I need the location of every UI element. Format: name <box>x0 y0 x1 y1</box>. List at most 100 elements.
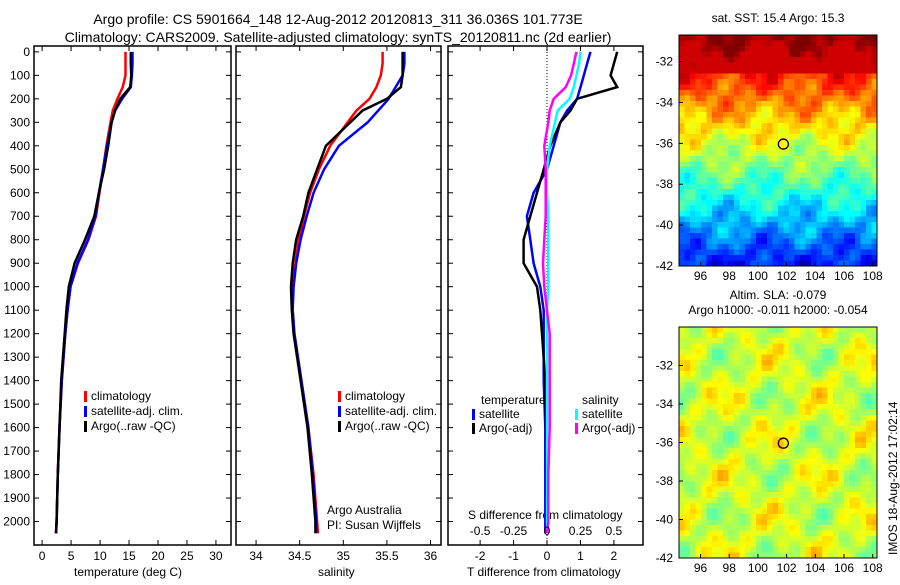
heatmap-cell <box>679 431 685 438</box>
heatmap-cell <box>805 343 812 350</box>
heatmap-cell <box>750 145 757 151</box>
y-tick-label: 900 <box>10 256 30 270</box>
heatmap-cell <box>805 525 812 531</box>
heatmap-cell <box>811 189 817 195</box>
heatmap-cell <box>838 156 845 162</box>
heatmap-cell <box>679 541 685 548</box>
heatmap-cell <box>805 172 812 179</box>
heatmap-cell <box>789 46 795 52</box>
heatmap-cell <box>772 150 779 157</box>
heatmap-cell <box>728 404 735 410</box>
heatmap-cell <box>844 139 850 146</box>
heatmap-cell <box>860 139 867 146</box>
heatmap-cell <box>706 62 713 69</box>
heatmap-cell <box>805 244 812 250</box>
heatmap-cell <box>871 332 877 339</box>
heatmap-cell <box>712 101 718 107</box>
heatmap-cell <box>844 409 850 416</box>
heatmap-cell <box>750 68 757 74</box>
heatmap-cell <box>789 156 795 162</box>
heatmap-cell <box>717 189 724 195</box>
heatmap-cell <box>844 486 850 493</box>
heatmap-cell <box>734 338 740 344</box>
heatmap-cell <box>778 106 784 113</box>
heatmap-cell <box>695 486 702 493</box>
heatmap-cell <box>767 376 773 383</box>
heatmap-cell <box>789 481 795 487</box>
heatmap-cell <box>767 260 773 266</box>
heatmap-cell <box>816 123 823 129</box>
heatmap-cell <box>855 552 861 558</box>
heatmap-cell <box>695 205 702 212</box>
heatmap-cell <box>772 365 779 372</box>
heatmap-cell <box>723 233 729 239</box>
heatmap-cell <box>706 503 713 509</box>
heatmap-cell <box>750 35 757 41</box>
heatmap-cell <box>844 393 850 399</box>
heatmap-cell <box>695 57 702 63</box>
heatmap-cell <box>794 112 801 118</box>
heatmap-cell <box>745 172 751 179</box>
heatmap-cell <box>816 525 823 531</box>
heatmap-cell <box>811 211 817 217</box>
heatmap-cell <box>827 134 834 140</box>
heatmap-cell <box>844 453 850 460</box>
heatmap-cell <box>723 398 729 405</box>
heatmap-cell <box>712 255 718 261</box>
heatmap-cell <box>827 57 834 63</box>
heatmap-cell <box>772 62 779 69</box>
heatmap-cell <box>695 62 702 69</box>
heatmap-cell <box>761 519 768 526</box>
heatmap-cell <box>772 475 779 482</box>
heatmap-cell <box>800 426 806 432</box>
y-tick-label: 800 <box>10 233 30 247</box>
heatmap-cell <box>690 216 696 223</box>
heatmap-cell <box>723 382 729 388</box>
heatmap-cell <box>761 503 768 509</box>
heatmap-cell <box>794 216 801 223</box>
heatmap-cell <box>871 139 877 146</box>
heatmap-cell <box>838 178 845 184</box>
heatmap-cell <box>860 360 867 366</box>
heatmap-cell <box>805 486 812 493</box>
y-tick-label: 0 <box>23 45 30 59</box>
heatmap-cell <box>739 178 746 184</box>
heatmap-cell <box>827 415 834 421</box>
heatmap-cell <box>778 51 784 58</box>
heatmap-cell <box>701 327 707 333</box>
heatmap-cell <box>728 260 735 266</box>
heatmap-cell <box>767 354 773 361</box>
heatmap-cell <box>690 486 696 493</box>
heatmap-cell <box>767 189 773 195</box>
heatmap-cell <box>717 35 724 41</box>
heatmap-cell <box>800 90 806 96</box>
heatmap-cell <box>695 387 702 394</box>
heatmap-cell <box>756 101 762 107</box>
heatmap-cell <box>849 244 856 250</box>
heatmap-cell <box>728 156 735 162</box>
heatmap-cell <box>860 497 867 504</box>
heatmap-cell <box>706 349 713 355</box>
heatmap-cell <box>849 470 856 476</box>
heatmap-cell <box>701 95 707 102</box>
heatmap-cell <box>778 260 784 266</box>
heatmap-cell <box>745 426 751 432</box>
heatmap-cell <box>855 189 861 195</box>
heatmap-cell <box>695 227 702 234</box>
heatmap-cell <box>734 128 740 135</box>
heatmap-cell <box>783 525 790 531</box>
heatmap-cell <box>822 552 828 558</box>
heatmap-cell <box>800 249 806 256</box>
heatmap-cell <box>783 62 790 69</box>
heatmap-cell <box>833 73 839 80</box>
heatmap-cell <box>728 128 735 135</box>
heatmap-cell <box>783 211 790 217</box>
heatmap-cell <box>827 437 834 443</box>
heatmap-cell <box>706 541 713 548</box>
heatmap-cell <box>778 541 784 548</box>
x-tick-label: 0 <box>544 549 551 563</box>
x-tick-label: 102 <box>777 269 797 283</box>
heatmap-cell <box>767 205 773 212</box>
heatmap-cell <box>849 150 856 157</box>
